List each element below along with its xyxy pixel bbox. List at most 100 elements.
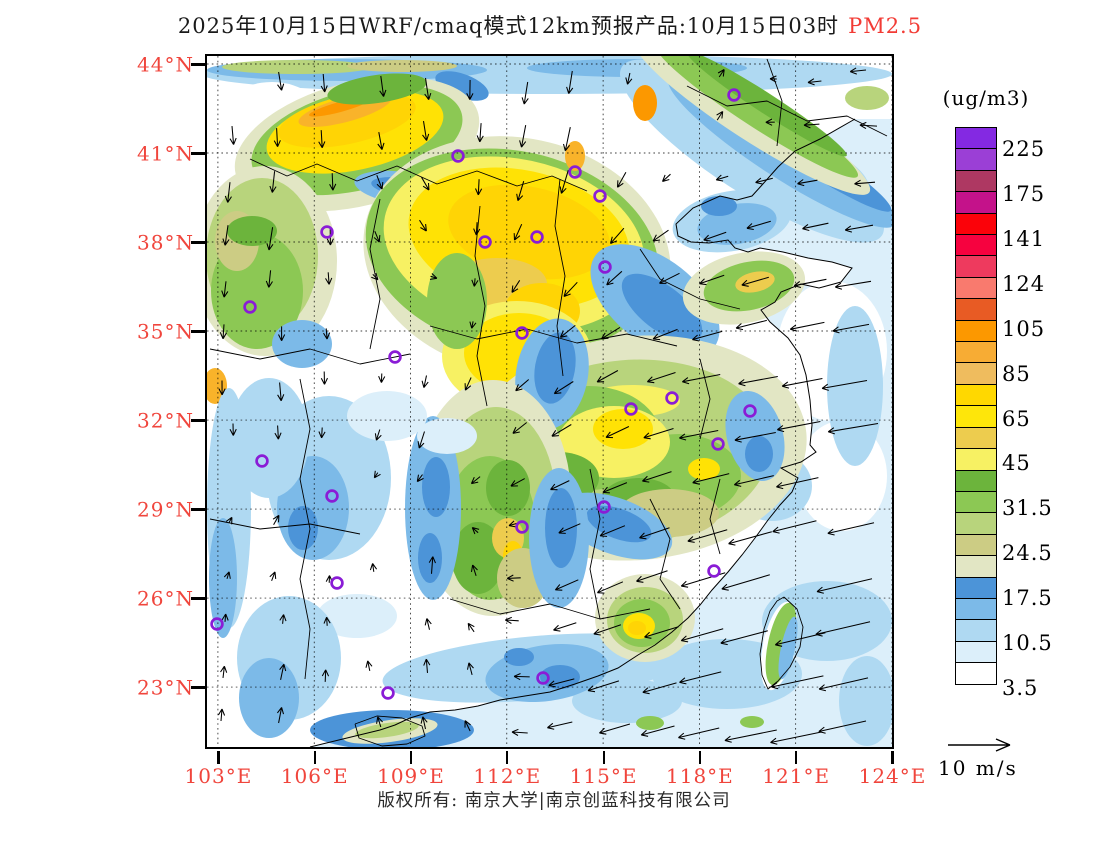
wind-arrow: [429, 273, 438, 280]
station-marker: [598, 260, 612, 274]
colorbar-tick-label: 24.5: [1002, 541, 1053, 566]
wind-arrow: [266, 227, 274, 251]
sea-region: [310, 119, 892, 747]
wind-arrow: [471, 526, 480, 535]
colorbar: [955, 127, 997, 685]
wind-arrow: [644, 626, 679, 639]
wind-arrow: [320, 73, 328, 93]
wind-arrow: [424, 77, 432, 101]
wind-arrow: [559, 170, 569, 194]
wind-arrow: [832, 323, 870, 334]
wind-arrow: [278, 326, 286, 342]
station-marker: [593, 189, 607, 203]
wind-arrow: [844, 224, 874, 233]
concentration-region: [486, 460, 530, 516]
colorbar-tick-label: 10.5: [1002, 630, 1053, 655]
wind-arrow: [771, 675, 824, 690]
wind-arrow: [553, 381, 574, 395]
colorbar-segment: [955, 662, 997, 685]
colorbar-segment: [955, 640, 997, 664]
wind-arrow: [424, 618, 432, 630]
wind-arrow: [609, 227, 625, 244]
concentration-region: [778, 616, 798, 680]
wind-arrow: [511, 280, 521, 293]
axis-tick: [217, 751, 220, 764]
wind-arrow: [513, 673, 530, 681]
concentration-region: [418, 533, 442, 583]
wind-arrow: [376, 716, 383, 728]
station-marker: [711, 437, 725, 451]
wind-arrow: [318, 130, 326, 149]
wind-legend-label: 10 m/s: [938, 756, 1018, 780]
province-boundary: [209, 348, 411, 365]
wind-arrow: [734, 431, 776, 443]
wind-arrow: [643, 427, 674, 440]
colorbar-segment: [955, 469, 997, 492]
wind-arrow: [816, 578, 873, 594]
concentration-region: [745, 436, 773, 472]
lat-tick-label: 38°N: [137, 230, 194, 255]
wind-arrow: [680, 628, 724, 643]
concentration-region: [417, 418, 477, 454]
wind-arrow: [652, 229, 669, 242]
wind-arrow: [221, 281, 229, 298]
wind-arrow: [593, 624, 622, 636]
concentration-region: [701, 196, 737, 216]
wind-arrow: [769, 75, 777, 83]
wind-arrow: [827, 422, 879, 435]
wind-arrow: [521, 81, 529, 105]
wind-arrow: [379, 75, 387, 97]
concentration-region: [740, 716, 764, 728]
wind-arrow: [597, 581, 624, 594]
colorbar-tick-label: 31.5: [1002, 496, 1053, 521]
axis-tick: [795, 751, 798, 764]
concentration-region: [347, 60, 457, 72]
wind-arrow: [466, 662, 474, 676]
wind-arrow: [318, 427, 326, 439]
wind-arrow: [519, 125, 527, 148]
station-marker: [568, 165, 582, 179]
wind-arrow: [559, 324, 576, 338]
colorbar-tick-label: 141: [1002, 227, 1046, 252]
wind-arrow: [320, 371, 328, 385]
wind-arrow: [373, 470, 381, 479]
concentration-region: [222, 60, 372, 74]
wind-arrow: [827, 522, 875, 536]
wind-arrow: [369, 563, 378, 572]
wind-arrow: [562, 126, 571, 152]
wind-arrow: [776, 477, 819, 490]
axis-tick: [313, 751, 316, 764]
lon-tick-label: 106°E: [280, 764, 349, 788]
concentration-region: [545, 488, 577, 568]
wind-arrow: [692, 330, 723, 342]
concentration-region: [427, 253, 487, 349]
wind-arrow: [717, 69, 725, 78]
concentration-region: [448, 184, 610, 280]
wind-arrow: [421, 375, 429, 388]
wind-arrow: [416, 474, 424, 483]
wind-arrow: [222, 225, 230, 246]
footer-credit: 版权所有: 南京大学|南京创蓝科技有限公司: [377, 791, 731, 811]
axis-tick: [891, 751, 894, 764]
wind-arrow: [662, 173, 671, 183]
wind-arrow: [807, 78, 822, 86]
wind-arrow: [854, 179, 876, 187]
wind-arrow: [724, 729, 777, 743]
province-boundary: [686, 85, 888, 137]
wind-arrow: [329, 173, 337, 191]
colorbar-segment: [955, 426, 997, 450]
station-marker: [210, 617, 224, 631]
province-boundary: [209, 518, 361, 535]
wind-arrow: [692, 473, 730, 485]
wind-arrow: [421, 176, 430, 191]
wind-arrow: [428, 556, 436, 574]
wind-arrow: [716, 111, 724, 121]
wind-arrow: [217, 708, 226, 722]
concentration-region: [227, 216, 277, 246]
colorbar-segment: [955, 362, 997, 385]
province-boundary: [474, 205, 488, 407]
colorbar-tick-label: 3.5: [1002, 675, 1039, 700]
station-marker: [597, 500, 611, 514]
concentration-region: [209, 518, 237, 638]
axis-tick: [191, 508, 205, 511]
